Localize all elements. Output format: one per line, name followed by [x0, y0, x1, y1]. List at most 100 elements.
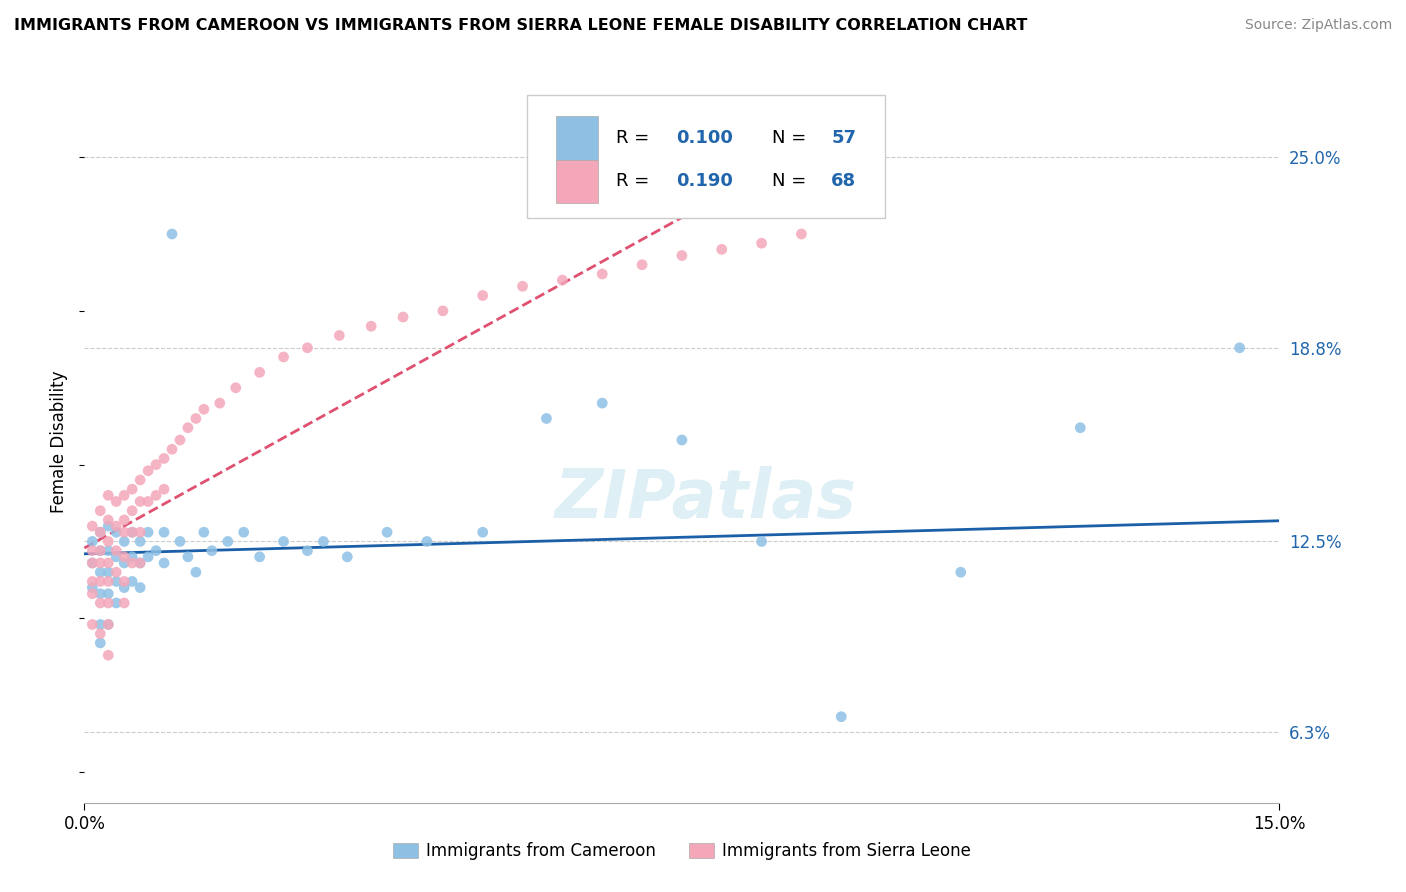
Point — [790, 227, 813, 241]
Point — [89, 556, 111, 570]
Point — [121, 504, 143, 518]
Text: 68: 68 — [831, 172, 856, 190]
Point — [551, 273, 574, 287]
Text: ZIPatlas: ZIPatlas — [555, 467, 856, 533]
Point — [536, 411, 558, 425]
Point — [312, 534, 335, 549]
Point — [360, 319, 382, 334]
Point — [105, 565, 128, 579]
Point — [153, 556, 176, 570]
Point — [184, 411, 207, 425]
Point — [97, 617, 120, 632]
Point — [89, 504, 111, 518]
Point — [136, 464, 159, 478]
Point — [297, 341, 319, 355]
Point — [89, 565, 111, 579]
Point — [1149, 826, 1171, 840]
Point — [89, 636, 111, 650]
Point — [336, 549, 359, 564]
Point — [112, 534, 135, 549]
Point — [97, 556, 120, 570]
Point — [949, 565, 972, 579]
FancyBboxPatch shape — [527, 95, 886, 218]
Point — [375, 525, 398, 540]
Point — [112, 581, 135, 595]
Point — [710, 243, 733, 257]
Point — [129, 534, 152, 549]
Point — [82, 543, 104, 558]
FancyBboxPatch shape — [557, 160, 599, 203]
Text: R =: R = — [616, 172, 655, 190]
Point — [249, 549, 271, 564]
Point — [177, 420, 200, 434]
Point — [249, 365, 271, 379]
Point — [751, 534, 773, 549]
Text: IMMIGRANTS FROM CAMEROON VS IMMIGRANTS FROM SIERRA LEONE FEMALE DISABILITY CORRE: IMMIGRANTS FROM CAMEROON VS IMMIGRANTS F… — [14, 18, 1028, 33]
Point — [392, 310, 415, 324]
Point — [136, 549, 159, 564]
Point — [671, 433, 693, 447]
Point — [136, 525, 159, 540]
Point — [160, 227, 183, 241]
FancyBboxPatch shape — [557, 117, 599, 160]
Point — [136, 494, 159, 508]
Point — [671, 248, 693, 262]
Point — [97, 596, 120, 610]
Point — [89, 543, 111, 558]
Point — [105, 494, 128, 508]
Text: 57: 57 — [831, 129, 856, 147]
Point — [97, 587, 120, 601]
Point — [82, 556, 104, 570]
Point — [97, 488, 120, 502]
Point — [89, 617, 111, 632]
Point — [145, 543, 167, 558]
Point — [129, 556, 152, 570]
Point — [432, 304, 454, 318]
Point — [82, 617, 104, 632]
Point — [208, 396, 231, 410]
Point — [97, 574, 120, 589]
Point — [129, 525, 152, 540]
Point — [89, 587, 111, 601]
Point — [97, 543, 120, 558]
Point — [591, 396, 613, 410]
Point — [82, 534, 104, 549]
Point — [97, 565, 120, 579]
Point — [89, 525, 111, 540]
Text: Source: ZipAtlas.com: Source: ZipAtlas.com — [1244, 18, 1392, 32]
Point — [112, 574, 135, 589]
Point — [169, 433, 191, 447]
Point — [297, 543, 319, 558]
Point — [631, 258, 654, 272]
Point — [1069, 420, 1091, 434]
Text: 0.190: 0.190 — [676, 172, 733, 190]
Point — [112, 596, 135, 610]
Point — [112, 525, 135, 540]
Point — [328, 328, 350, 343]
Point — [105, 525, 128, 540]
Point — [153, 482, 176, 496]
Point — [112, 488, 135, 502]
Point — [89, 525, 111, 540]
Point — [471, 525, 494, 540]
Point — [145, 488, 167, 502]
Point — [512, 279, 534, 293]
Point — [225, 381, 247, 395]
Point — [1229, 341, 1251, 355]
Point — [153, 525, 176, 540]
Point — [105, 549, 128, 564]
Point — [89, 574, 111, 589]
Point — [129, 473, 152, 487]
Point — [169, 534, 191, 549]
Point — [177, 549, 200, 564]
Point — [591, 267, 613, 281]
Point — [273, 350, 295, 364]
Point — [82, 556, 104, 570]
Point — [112, 513, 135, 527]
Point — [129, 494, 152, 508]
Point — [97, 648, 120, 663]
Point — [121, 525, 143, 540]
Point — [160, 442, 183, 457]
Text: N =: N = — [772, 129, 811, 147]
Point — [153, 451, 176, 466]
